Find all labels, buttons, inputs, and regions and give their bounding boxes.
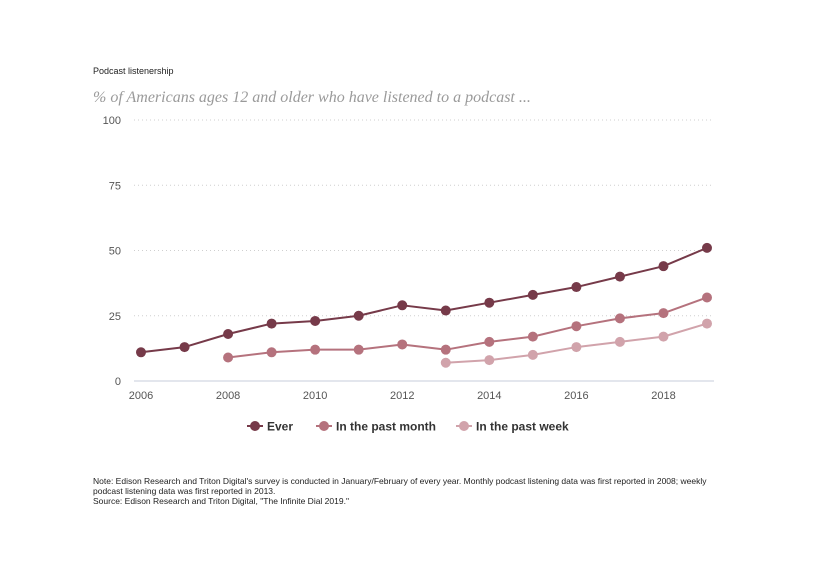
data-point	[527, 331, 538, 342]
data-point	[179, 342, 190, 353]
data-point	[614, 271, 625, 282]
legend-marker	[250, 421, 260, 431]
legend-label: Ever	[267, 420, 293, 434]
y-tick-label: 0	[115, 376, 121, 388]
data-point	[527, 289, 538, 300]
note-text: Note: Edison Research and Triton Digital…	[93, 476, 707, 496]
data-point	[397, 300, 408, 311]
data-point	[310, 344, 321, 355]
chart-footnote: Note: Edison Research and Triton Digital…	[93, 476, 723, 506]
data-point	[440, 357, 451, 368]
series-line-0	[140, 246, 708, 354]
data-point	[484, 336, 495, 347]
data-point	[658, 261, 669, 272]
data-point	[658, 331, 669, 342]
data-point	[440, 305, 451, 316]
x-tick-label: 2012	[390, 390, 414, 402]
y-tick-label: 50	[109, 246, 121, 258]
data-point	[136, 347, 146, 358]
data-point	[353, 344, 364, 355]
data-point	[484, 355, 495, 366]
x-tick-label: 2014	[477, 390, 501, 402]
x-tick-label: 2016	[564, 390, 588, 402]
source-text: Source: Edison Research and Triton Digit…	[93, 496, 349, 506]
data-point	[223, 329, 234, 340]
y-tick-label: 75	[109, 180, 121, 192]
y-tick-label: 25	[109, 311, 121, 323]
data-point	[614, 313, 625, 324]
x-tick-label: 2008	[216, 390, 240, 402]
data-point	[658, 308, 669, 319]
series-line-1	[227, 296, 708, 359]
legend-marker	[319, 421, 329, 431]
x-tick-label: 2006	[129, 390, 153, 402]
data-point	[266, 318, 277, 329]
legend-marker	[459, 421, 469, 431]
data-point	[614, 336, 625, 347]
data-point	[571, 321, 582, 332]
data-point	[223, 352, 234, 363]
data-point	[484, 297, 495, 308]
chart-subtitle: % of Americans ages 12 and older who hav…	[93, 89, 531, 106]
data-point	[266, 347, 277, 358]
data-point	[571, 282, 582, 293]
legend-label: In the past week	[476, 420, 569, 434]
data-point	[527, 349, 538, 360]
chart-label: Podcast listenership	[93, 66, 174, 76]
data-point	[702, 318, 712, 329]
data-point	[353, 310, 364, 321]
data-point	[310, 315, 321, 326]
data-point	[702, 292, 712, 303]
data-point	[397, 339, 408, 350]
x-tick-label: 2010	[303, 390, 327, 402]
data-point	[702, 242, 712, 253]
legend-label: In the past month	[336, 420, 436, 434]
data-point	[440, 344, 451, 355]
data-point	[571, 342, 582, 353]
x-tick-label: 2018	[651, 390, 675, 402]
y-tick-label: 100	[103, 115, 121, 127]
